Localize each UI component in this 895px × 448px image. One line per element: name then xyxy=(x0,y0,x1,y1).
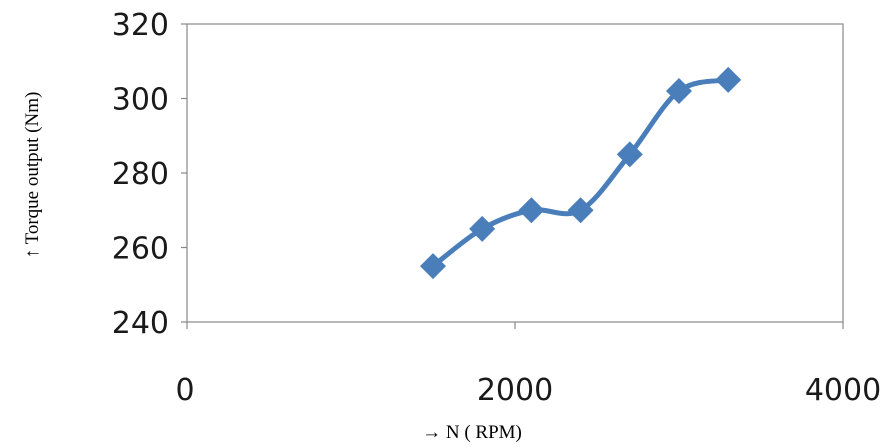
y-tick-label: 260 xyxy=(112,232,169,267)
data-point xyxy=(715,66,742,93)
data-point xyxy=(616,141,643,168)
x-tick-label: 0 xyxy=(175,373,194,408)
plot-frame xyxy=(186,23,844,323)
x-tick-label: 4000 xyxy=(805,373,881,408)
series-line xyxy=(430,77,731,269)
y-tick-label: 320 xyxy=(112,8,169,43)
data-point xyxy=(567,197,594,224)
data-point xyxy=(666,78,692,105)
data-point xyxy=(518,197,545,224)
data-point xyxy=(469,215,496,242)
plot-area xyxy=(186,23,844,323)
y-tick-label: 240 xyxy=(112,306,169,341)
data-point xyxy=(420,253,446,280)
x-tick-label: 2000 xyxy=(477,373,553,408)
series-layer xyxy=(420,66,742,280)
y-tick-label: 300 xyxy=(112,83,169,118)
x-axis-ticks: 0 2000 4000 xyxy=(175,322,881,408)
y-axis-title: ↑ Torque output (Nm) xyxy=(22,92,43,259)
x-axis-title: → N ( RPM) xyxy=(422,422,522,443)
y-tick-label: 280 xyxy=(112,157,169,192)
y-axis-ticks: 240 260 280 300 320 xyxy=(112,8,187,341)
